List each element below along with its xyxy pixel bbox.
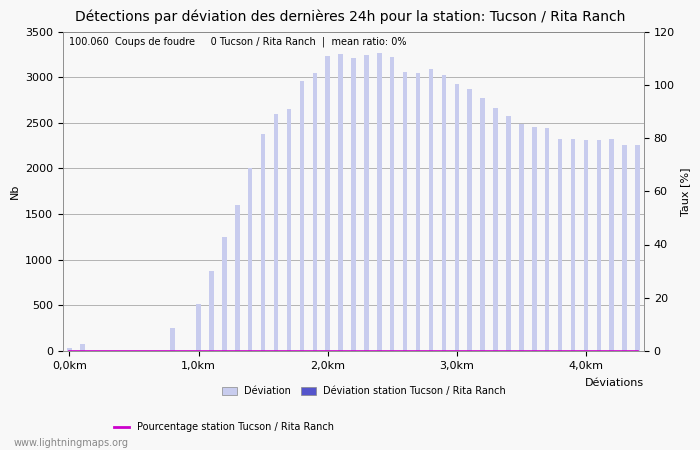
Bar: [468, 89, 472, 351]
Bar: [235, 205, 239, 351]
Bar: [274, 114, 279, 351]
Y-axis label: Taux [%]: Taux [%]: [680, 167, 690, 216]
Bar: [338, 54, 343, 351]
Bar: [248, 167, 253, 351]
Bar: [209, 270, 214, 351]
Bar: [428, 69, 433, 351]
Bar: [390, 57, 395, 351]
Bar: [558, 139, 562, 351]
Bar: [570, 139, 575, 351]
Bar: [326, 56, 330, 351]
Bar: [416, 73, 420, 351]
Y-axis label: Nb: Nb: [10, 184, 20, 199]
Bar: [222, 237, 227, 351]
Bar: [196, 304, 201, 351]
Text: 100.060  Coups de foudre     0 Tucson / Rita Ranch  |  mean ratio: 0%: 100.060 Coups de foudre 0 Tucson / Rita …: [69, 36, 406, 47]
Bar: [377, 54, 382, 351]
Text: Détections par déviation des dernières 24h pour la station: Tucson / Rita Ranch: Détections par déviation des dernières 2…: [75, 9, 625, 23]
Legend: Déviation, Déviation station Tucson / Rita Ranch: Déviation, Déviation station Tucson / Ri…: [218, 382, 510, 400]
Bar: [171, 328, 175, 351]
Bar: [532, 127, 536, 351]
Bar: [364, 55, 369, 351]
Bar: [506, 117, 511, 351]
Bar: [300, 81, 304, 351]
Bar: [636, 145, 640, 351]
Text: Déviations: Déviations: [585, 378, 644, 388]
Bar: [442, 75, 446, 351]
Bar: [287, 109, 291, 351]
Legend: Pourcentage station Tucson / Rita Ranch: Pourcentage station Tucson / Rita Ranch: [111, 418, 337, 436]
Bar: [312, 73, 317, 351]
Bar: [610, 139, 614, 351]
Bar: [403, 72, 407, 351]
Bar: [67, 348, 71, 351]
Bar: [622, 145, 627, 351]
Text: www.lightningmaps.org: www.lightningmaps.org: [14, 438, 129, 448]
Bar: [261, 134, 265, 351]
Bar: [584, 140, 588, 351]
Bar: [351, 58, 356, 351]
Bar: [454, 85, 459, 351]
Bar: [480, 98, 485, 351]
Bar: [545, 128, 550, 351]
Bar: [519, 124, 524, 351]
Bar: [596, 140, 601, 351]
Bar: [80, 344, 85, 351]
Bar: [494, 108, 498, 351]
